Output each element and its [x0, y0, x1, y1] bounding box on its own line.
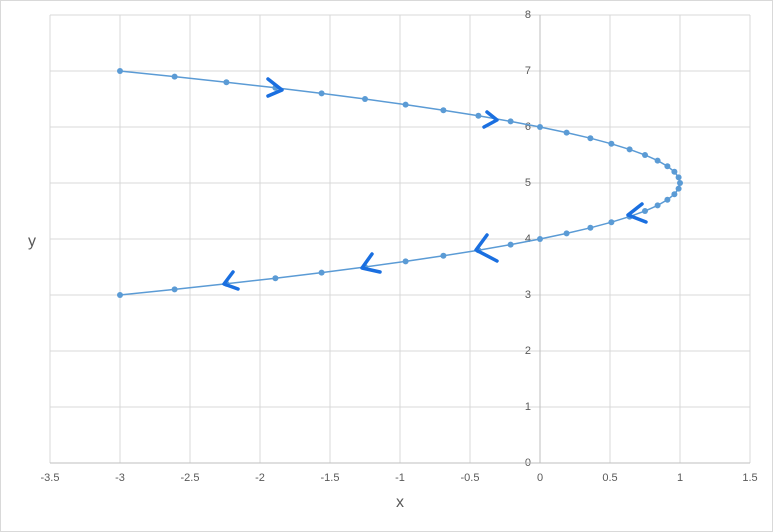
- data-point: [642, 152, 648, 158]
- data-point: [507, 118, 514, 125]
- x-tick-label: -1: [395, 472, 405, 484]
- data-point: [626, 146, 633, 153]
- data-point: [654, 157, 661, 164]
- data-point: [318, 269, 325, 276]
- y-tick-label: 3: [525, 289, 531, 301]
- data-point: [440, 107, 447, 114]
- y-tick-label: 7: [525, 65, 531, 77]
- data-point: [642, 208, 648, 214]
- x-tick-label: -1.5: [321, 472, 340, 484]
- arrow: [482, 110, 499, 129]
- data-point: [654, 202, 661, 209]
- data-point: [117, 292, 123, 298]
- arrow: [474, 233, 499, 263]
- data-point: [587, 135, 594, 142]
- data-point: [507, 241, 514, 248]
- y-tick-label: 2: [525, 345, 531, 357]
- data-point: [608, 140, 615, 147]
- data-point: [587, 224, 594, 231]
- arrow: [626, 202, 648, 224]
- x-tick-label: -3.5: [41, 472, 60, 484]
- y-axis-title: y: [28, 233, 36, 250]
- data-point: [671, 191, 678, 198]
- data-point: [440, 252, 447, 259]
- x-tick-label: -2: [255, 472, 265, 484]
- data-point: [117, 68, 123, 74]
- data-point: [475, 112, 482, 119]
- arrow: [222, 270, 240, 291]
- y-tick-label: 5: [525, 177, 531, 189]
- data-point: [664, 196, 671, 203]
- data-point: [171, 286, 178, 293]
- annotations: [222, 77, 648, 291]
- x-tick-label: -3: [115, 472, 125, 484]
- data-point: [402, 101, 409, 108]
- data-point: [272, 275, 279, 282]
- x-tick-label: 1.5: [742, 472, 757, 484]
- y-tick-label: 6: [525, 121, 531, 133]
- x-tick-label: -0.5: [461, 472, 480, 484]
- data-point: [608, 219, 615, 226]
- data-point: [402, 258, 409, 265]
- data-point: [664, 163, 671, 170]
- x-tick-label: 1: [677, 472, 683, 484]
- data-point: [563, 129, 570, 136]
- data-point: [318, 90, 325, 97]
- x-tick-label: 0: [537, 472, 543, 484]
- x-axis-title: x: [396, 494, 404, 511]
- data-point: [671, 168, 678, 175]
- y-tick-label: 4: [525, 233, 531, 245]
- data-point: [537, 236, 543, 242]
- data-point: [362, 96, 368, 102]
- data-point: [675, 185, 682, 192]
- x-tick-label: 0.5: [602, 472, 617, 484]
- data-point: [537, 124, 543, 130]
- arrow: [266, 77, 284, 98]
- data-point: [223, 79, 230, 86]
- arrow: [360, 252, 382, 274]
- y-tick-label: 1: [525, 401, 531, 413]
- data-point: [171, 73, 178, 80]
- data-point: [563, 230, 570, 237]
- data-point: [675, 174, 682, 181]
- y-tick-label: 8: [525, 9, 531, 21]
- x-tick-label: -2.5: [181, 472, 200, 484]
- data-point: [677, 180, 683, 186]
